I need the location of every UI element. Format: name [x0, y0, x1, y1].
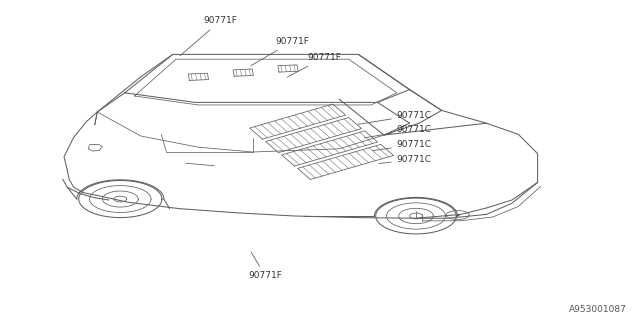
Text: 90771F: 90771F: [248, 252, 282, 280]
Text: 90771C: 90771C: [379, 155, 432, 164]
Text: 90771F: 90771F: [287, 53, 341, 77]
Text: 90771F: 90771F: [251, 37, 309, 66]
Text: 90771C: 90771C: [372, 140, 432, 151]
Text: 90771C: 90771C: [358, 111, 432, 124]
Text: A953001087: A953001087: [570, 305, 627, 314]
Text: 90771F: 90771F: [180, 16, 237, 56]
Text: 90771C: 90771C: [364, 125, 432, 138]
